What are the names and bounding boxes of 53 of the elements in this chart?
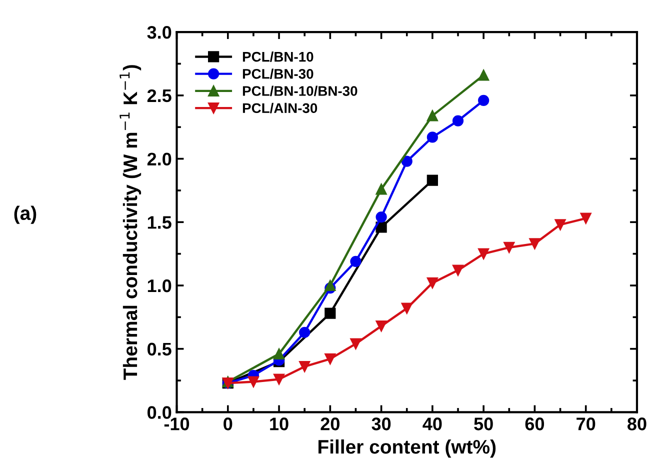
y-tick-label: 1.5 [148,216,172,229]
point [376,320,387,332]
point [426,132,438,143]
point [273,374,285,385]
point [554,219,566,230]
point [350,256,362,267]
point [478,70,490,81]
y-tick-label: 0.5 [148,342,172,356]
point [376,212,387,223]
point [504,242,515,254]
x-tick-label: 50 [474,418,493,430]
x-tick-label: 10 [270,418,288,430]
y-tick-label: 0.0 [148,406,172,419]
x-tick-label: 80 [628,418,646,430]
point [299,326,310,338]
point [299,361,310,372]
x-tick-label: 0 [224,418,232,430]
point [401,302,412,314]
x-tick-label: -10 [164,418,190,430]
point [529,238,540,250]
y-axis-title: Thermal conductivity (W m$^{−1}$ K$^{−1}$) [120,65,142,380]
point [452,264,464,276]
x-tick-label: 40 [422,418,442,430]
point [478,94,490,106]
legend-label: PCL/BN-10 [242,52,314,62]
point [580,212,592,224]
x-axis-title: Filler content (wt%) [318,439,496,458]
point [478,248,490,260]
y-tick-label: 2.5 [147,89,172,102]
x-tick-label: 70 [576,418,596,430]
point [426,277,438,289]
point [452,115,464,126]
point [273,348,285,360]
point [376,222,387,233]
y-tick-label: 2.0 [147,152,172,166]
x-tick-label: 30 [372,418,391,430]
y-tick-label: 1.0 [148,279,172,292]
legend-label: PCL/AlN-30 [242,102,318,114]
x-tick-label: 60 [525,418,544,430]
text: (a) [14,206,36,224]
point [324,308,336,319]
point [426,174,438,186]
point [324,353,336,365]
point [376,184,387,195]
point [401,156,412,167]
point [350,338,362,350]
point [248,376,260,388]
point [426,110,438,122]
y-tick-label: 3.0 [147,26,172,39]
x-tick-label: 20 [320,418,340,430]
point [324,280,336,292]
legend-label: PCL/BN-30 [242,68,314,79]
legend-label: PCL/BN-10/BN-30 [242,86,358,96]
